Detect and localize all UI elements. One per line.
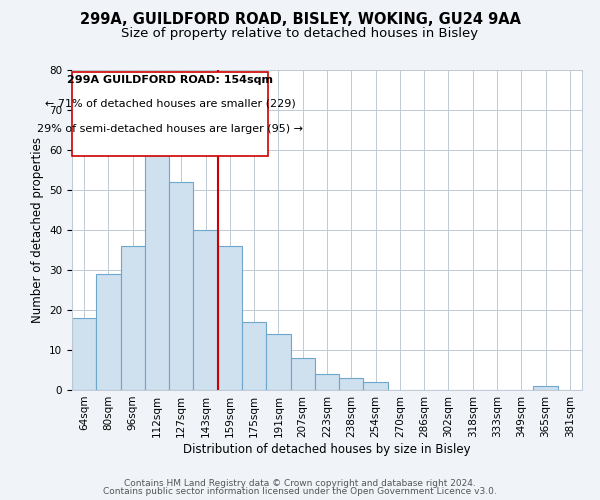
- Bar: [193, 230, 218, 390]
- Text: ← 71% of detached houses are smaller (229): ← 71% of detached houses are smaller (22…: [45, 99, 296, 109]
- FancyBboxPatch shape: [72, 72, 268, 156]
- Bar: [145, 130, 169, 390]
- Y-axis label: Number of detached properties: Number of detached properties: [31, 137, 44, 323]
- Text: Contains HM Land Registry data © Crown copyright and database right 2024.: Contains HM Land Registry data © Crown c…: [124, 478, 476, 488]
- Bar: [315, 374, 339, 390]
- Text: 299A, GUILDFORD ROAD, BISLEY, WOKING, GU24 9AA: 299A, GUILDFORD ROAD, BISLEY, WOKING, GU…: [79, 12, 521, 28]
- Bar: [169, 182, 193, 390]
- Text: Contains public sector information licensed under the Open Government Licence v3: Contains public sector information licen…: [103, 487, 497, 496]
- Bar: [218, 246, 242, 390]
- X-axis label: Distribution of detached houses by size in Bisley: Distribution of detached houses by size …: [183, 442, 471, 456]
- Bar: [339, 378, 364, 390]
- Bar: [266, 334, 290, 390]
- Bar: [72, 318, 96, 390]
- Bar: [364, 382, 388, 390]
- Text: 29% of semi-detached houses are larger (95) →: 29% of semi-detached houses are larger (…: [37, 124, 303, 134]
- Bar: [290, 358, 315, 390]
- Bar: [121, 246, 145, 390]
- Text: 299A GUILDFORD ROAD: 154sqm: 299A GUILDFORD ROAD: 154sqm: [67, 75, 273, 85]
- Bar: [96, 274, 121, 390]
- Text: Size of property relative to detached houses in Bisley: Size of property relative to detached ho…: [121, 28, 479, 40]
- Bar: [533, 386, 558, 390]
- Bar: [242, 322, 266, 390]
